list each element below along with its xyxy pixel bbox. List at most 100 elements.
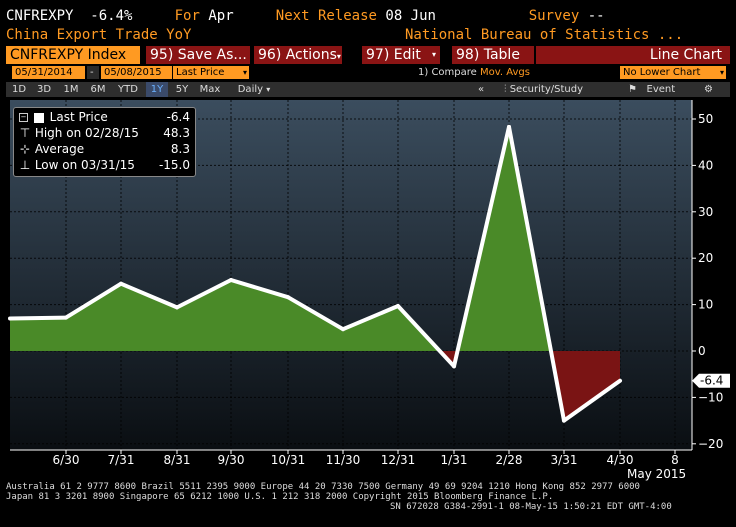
compare-label: 1) Compare bbox=[418, 67, 477, 78]
negative-area bbox=[564, 351, 620, 421]
y-tick-label: 50 bbox=[698, 112, 713, 126]
start-date-input[interactable]: 05/31/2014 bbox=[12, 66, 85, 79]
x-tick-label: 11/30 bbox=[326, 453, 361, 467]
positive-area bbox=[343, 305, 398, 351]
legend-low: ⊥ Low on 03/31/15 bbox=[19, 158, 135, 172]
x-tick-label: 8/31 bbox=[164, 453, 191, 467]
table-button[interactable]: 98) Table bbox=[452, 46, 534, 64]
x-tick-label: 9/30 bbox=[218, 453, 245, 467]
footer-line-1: Australia 61 2 9777 8600 Brazil 5511 239… bbox=[6, 482, 640, 492]
legend-low-value: -15.0 bbox=[158, 158, 190, 172]
x-tick-labels: 6/30 7/31 8/31 9/30 10/31 11/30 12/31 1/31 2/28 3… bbox=[53, 450, 679, 467]
range-5y[interactable]: 5Y bbox=[175, 84, 189, 95]
last-value-tag bbox=[692, 373, 730, 388]
positive-area bbox=[10, 317, 66, 351]
range-6m[interactable]: 6M bbox=[90, 84, 106, 95]
series-line-segment bbox=[286, 295, 345, 332]
legend[interactable]: − Last Price -6.4 ⊤ High on 02/28/15 48.… bbox=[13, 107, 196, 177]
range-3d[interactable]: 3D bbox=[36, 84, 52, 95]
series-line-segment bbox=[64, 281, 123, 320]
series-line bbox=[8, 124, 622, 423]
series-line-segment bbox=[229, 278, 290, 300]
legend-average-label: Average bbox=[34, 142, 85, 156]
chart-type-button[interactable]: Line Chart bbox=[536, 46, 730, 64]
positive-area bbox=[231, 280, 288, 351]
x-tick-label: 1/31 bbox=[441, 453, 468, 467]
y-tick-label: 0 bbox=[698, 344, 706, 358]
description: China Export Trade YoY bbox=[6, 27, 192, 43]
range-1d[interactable]: 1D bbox=[11, 84, 27, 95]
range-max[interactable]: Max bbox=[199, 84, 221, 95]
lower-chart-label: No Lower Chart bbox=[623, 67, 701, 78]
chevron-down-icon: ▾ bbox=[266, 85, 271, 94]
end-date-input[interactable]: 05/08/2015 bbox=[101, 66, 172, 79]
event-button[interactable]: ⚑ Event bbox=[628, 82, 675, 97]
x-tick-label: 7/31 bbox=[108, 453, 135, 467]
positive-area bbox=[66, 283, 121, 351]
series-swatch bbox=[33, 112, 44, 123]
footer: Australia 61 2 9777 8600 Brazil 5511 239… bbox=[6, 482, 672, 512]
chart-bars-icon: ⫶ bbox=[504, 84, 507, 95]
actions-label: 96) Actions bbox=[258, 47, 337, 63]
date-dash: - bbox=[87, 66, 99, 79]
legend-last-price-label: Last Price bbox=[49, 110, 108, 124]
legend-last-price-value: -6.4 bbox=[166, 110, 190, 124]
security-study-label: Security/Study bbox=[509, 84, 583, 95]
series-line-segment bbox=[507, 124, 566, 423]
legend-high-value: 48.3 bbox=[163, 126, 190, 140]
source: National Bureau of Statistics ... bbox=[405, 27, 684, 43]
series-line-segment bbox=[119, 281, 179, 310]
collapse-button[interactable]: « bbox=[477, 84, 485, 95]
collapse-square-icon[interactable]: − bbox=[19, 113, 28, 122]
range-1y[interactable]: 1Y bbox=[146, 82, 168, 97]
average-marker-icon: ⊹ bbox=[19, 142, 31, 156]
y-tick-label: 10 bbox=[698, 298, 713, 312]
next-release-date: 08 Jun bbox=[385, 8, 436, 24]
chevron-down-icon: ▾ bbox=[336, 52, 341, 61]
series-line-segment bbox=[396, 303, 456, 369]
legend-low-label: Low on 03/31/15 bbox=[34, 158, 135, 172]
series-line-segment bbox=[341, 303, 400, 332]
for-period: Apr bbox=[208, 8, 234, 24]
footer-line-3: SN 672028 G384-2991-1 08-May-15 1:50:21 … bbox=[390, 502, 672, 512]
series-line-segment bbox=[562, 378, 622, 423]
index-field[interactable]: CNFREXPY Index bbox=[6, 46, 140, 64]
x-tick-label: 10/31 bbox=[271, 453, 306, 467]
positive-area bbox=[177, 280, 231, 351]
compare-control[interactable]: 1) Compare Mov. Avgs bbox=[418, 66, 530, 79]
toolbar-ranges: 1D 3D 1M 6M YTD 1Y 5Y Max Daily ▾ « ⫶ Se… bbox=[6, 82, 730, 97]
positive-area bbox=[288, 297, 343, 351]
frequency-select[interactable]: Daily ▾ bbox=[228, 82, 280, 97]
edit-button[interactable]: 97) Edit ▾ bbox=[362, 46, 440, 64]
actions-button[interactable]: 96) Actions▾ bbox=[254, 46, 342, 64]
x-year-label: May 2015 bbox=[627, 467, 686, 481]
chevron-down-icon: ▾ bbox=[431, 50, 436, 59]
range-ytd[interactable]: YTD bbox=[118, 84, 138, 95]
edit-label: 97) Edit bbox=[366, 47, 421, 63]
ticker: CNFREXPY bbox=[6, 8, 74, 24]
y-tick-label: 20 bbox=[698, 251, 713, 265]
legend-high-label: High on 02/28/15 bbox=[34, 126, 139, 140]
security-study-button[interactable]: ⫶ Security/Study bbox=[504, 82, 583, 97]
survey-value: -- bbox=[587, 8, 605, 24]
x-tick-label: 6/30 bbox=[53, 453, 80, 467]
chevron-down-icon: ▾ bbox=[242, 68, 247, 77]
series-line-segment bbox=[175, 278, 233, 310]
legend-last-price: − Last Price bbox=[19, 110, 108, 124]
legend-average-value: 8.3 bbox=[170, 142, 190, 156]
header-line-2: China Export Trade YoY bbox=[6, 27, 191, 43]
y-tick-labels: 50 40 30 20 10 0 −10 −20 bbox=[692, 112, 723, 451]
axes bbox=[10, 100, 693, 451]
toolbar-dates: 05/31/2014 - 05/08/2015 Last Price ▾ 1) C… bbox=[6, 66, 730, 79]
settings-gear-icon[interactable]: ⚙ bbox=[704, 84, 713, 95]
save-as-button[interactable]: 95) Save As... bbox=[146, 46, 250, 64]
moving-avgs-link[interactable]: Mov. Avgs bbox=[480, 67, 530, 78]
field-select[interactable]: Last Price ▾ bbox=[173, 66, 249, 79]
x-tick-label: 8 bbox=[671, 453, 679, 467]
y-tick-label: −20 bbox=[698, 437, 723, 451]
x-tick-label: 2/28 bbox=[496, 453, 523, 467]
lower-chart-select[interactable]: No Lower Chart ▾ bbox=[620, 66, 726, 79]
survey-label: Survey bbox=[528, 8, 580, 24]
range-1m[interactable]: 1M bbox=[63, 84, 79, 95]
